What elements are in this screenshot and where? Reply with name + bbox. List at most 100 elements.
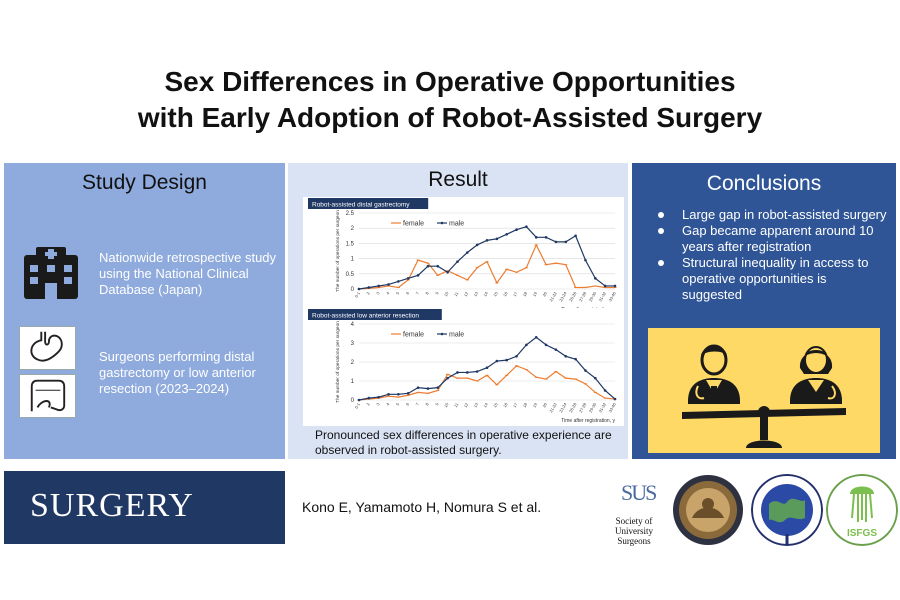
x-tick-label: 15: [492, 290, 499, 297]
conclusions-heading: Conclusions: [706, 172, 822, 195]
chart-distal-gastrectomy: Robot-assisted distal gastrectomy 0 0.5 1 1.…: [303, 197, 624, 315]
x-tick-label: 5: [395, 401, 401, 406]
x-tick-label: 25-26: [568, 290, 578, 302]
y-tick-label: 0.5: [346, 272, 355, 278]
x-tick-label: 5: [395, 290, 401, 295]
data-point-male: [475, 243, 479, 247]
x-tick-label: 31-32: [598, 290, 608, 302]
data-point-male: [534, 236, 538, 239]
data-point-male: [594, 376, 597, 380]
y-tick-label: 1: [351, 379, 355, 385]
chart-title-box: [308, 309, 442, 320]
y-tick-label: 0: [351, 398, 355, 404]
gender-balance-illustration: [648, 328, 880, 453]
sus-logo-mark: SUS: [621, 480, 657, 505]
data-point-male: [426, 387, 430, 390]
chart-title: Robot-assisted distal gastrectomy: [312, 202, 410, 209]
data-point-male: [613, 397, 617, 401]
x-tick-label: 9: [434, 290, 440, 295]
data-point-male: [495, 359, 499, 363]
data-point-male: [574, 234, 577, 238]
data-point-male: [426, 264, 430, 268]
data-point-male: [446, 376, 449, 380]
x-tick-label: 16: [502, 401, 509, 408]
x-tick-label: 11: [453, 401, 460, 408]
x-tick-label: 13: [472, 401, 479, 408]
data-point-male: [416, 386, 420, 389]
data-point-male: [613, 284, 617, 288]
data-point-male: [525, 225, 528, 228]
data-point-male: [436, 264, 440, 268]
x-tick-label: 19: [532, 290, 539, 297]
conclusion-item: Structural inequality in access to opera…: [654, 255, 890, 303]
x-tick-label: 25-26: [568, 401, 578, 413]
x-tick-label: 7: [414, 401, 420, 406]
study-design-item-2: Surgeons performing distal gastrectomy o…: [99, 349, 256, 396]
data-point-male: [387, 283, 390, 286]
legend-marker-male: [440, 221, 444, 225]
data-point-male: [505, 232, 508, 236]
title-line-1: Sex Differences in Operative Opportuniti…: [164, 66, 736, 97]
x-tick-label: 8: [424, 401, 430, 406]
x-tick-label: 6: [405, 290, 411, 295]
x-tick-label: 0-1: [354, 290, 362, 298]
stomach-icon: [19, 326, 76, 370]
x-tick-label: 29-30: [588, 401, 598, 413]
y-tick-label: 2: [351, 226, 355, 232]
x-tick-label: 18: [522, 290, 529, 297]
data-point-male: [584, 258, 587, 262]
data-point-male: [357, 398, 361, 402]
x-tick-label: 14: [482, 401, 489, 408]
data-point-male: [525, 343, 528, 347]
y-tick-label: 1.5: [346, 241, 355, 247]
x-tick-label: 16: [502, 290, 509, 297]
data-point-male: [456, 260, 459, 263]
data-point-male: [397, 393, 400, 396]
x-tick-label: 13: [472, 290, 479, 297]
data-point-male: [466, 251, 469, 254]
legend-marker-male: [440, 332, 444, 336]
data-point-male: [475, 370, 479, 373]
data-point-male: [544, 236, 548, 239]
data-point-male: [397, 280, 400, 283]
data-point-male: [534, 336, 538, 339]
balance-scale-icon: [682, 406, 846, 448]
x-tick-label: 2: [365, 401, 371, 406]
x-tick-label: 0-1: [354, 401, 362, 409]
bullet-icon: [658, 260, 664, 266]
sus-logo: SUS Society of University Surgeons: [603, 478, 665, 546]
bullet-icon: [658, 228, 664, 234]
chart-low-anterior-resection-svg: Robot-assisted low anterior resection012…: [308, 309, 617, 424]
american-association-of-endocrine-surgeons-seal: [751, 474, 823, 546]
data-point-male: [515, 355, 518, 358]
chart-distal-gastrectomy-svg: Robot-assisted distal gastrectomy 0 0.5 1 1.…: [308, 198, 617, 313]
x-tick-label: 4: [385, 401, 391, 406]
y-tick-label: 2: [351, 360, 355, 366]
sus-logo-text: Society of University Surgeons: [615, 516, 653, 546]
chart-low-anterior-resection: Robot-assisted low anterior resection 0 1 2…: [303, 308, 624, 426]
data-point-male: [485, 239, 489, 242]
data-point-male: [406, 392, 410, 395]
x-tick-label: 15: [492, 401, 499, 408]
y-tick-label: 0: [351, 287, 355, 293]
data-point-male: [594, 277, 597, 280]
data-point-male: [377, 284, 380, 288]
data-point-male: [357, 287, 361, 291]
x-tick-label: 17: [512, 290, 519, 297]
page-title: Sex Differences in Operative Opportuniti…: [0, 64, 900, 136]
bullet-icon: [658, 212, 664, 218]
x-tick-label: 29-30: [588, 290, 598, 302]
data-point-male: [515, 228, 518, 232]
data-point-male: [584, 369, 587, 372]
x-tick-label: 33-40: [607, 290, 617, 302]
data-point-male: [495, 237, 499, 241]
data-point-male: [436, 386, 440, 389]
x-tick-label: 31-32: [598, 401, 608, 413]
data-point-male: [554, 348, 558, 351]
study-design-panel: Study Design Nationwide retrospective st…: [4, 163, 285, 459]
x-tick-label: 14: [482, 290, 489, 297]
x-tick-label: 27-28: [578, 290, 588, 302]
title-line-2: with Early Adoption of Robot-Assisted Su…: [137, 102, 763, 133]
legend-label-male: male: [449, 221, 464, 228]
x-tick-label: 19: [532, 401, 539, 408]
